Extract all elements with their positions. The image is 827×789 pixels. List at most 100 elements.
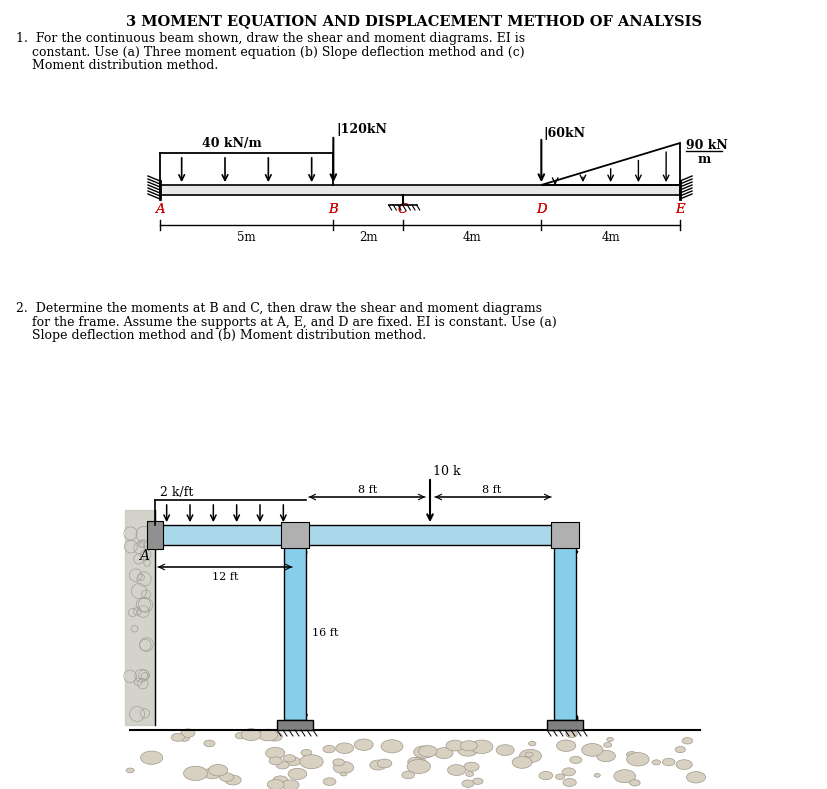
Bar	[547, 720, 582, 730]
Bar	[284, 525, 576, 545]
Text: B: B	[297, 550, 307, 564]
Bar	[280, 522, 308, 548]
Text: 5m: 5m	[237, 231, 256, 244]
Ellipse shape	[414, 746, 433, 758]
Text: E: E	[674, 203, 684, 216]
Ellipse shape	[613, 770, 635, 783]
Ellipse shape	[519, 750, 541, 763]
Ellipse shape	[460, 741, 476, 751]
Ellipse shape	[283, 755, 295, 762]
Text: 4m: 4m	[462, 231, 480, 244]
Ellipse shape	[472, 778, 482, 784]
Ellipse shape	[299, 755, 323, 768]
Text: C: C	[397, 203, 407, 216]
Ellipse shape	[323, 746, 335, 753]
Ellipse shape	[418, 746, 437, 757]
Ellipse shape	[332, 759, 344, 766]
Ellipse shape	[179, 735, 189, 742]
Ellipse shape	[528, 742, 535, 746]
Ellipse shape	[407, 757, 423, 767]
Ellipse shape	[562, 779, 576, 787]
Text: 90 kN: 90 kN	[686, 139, 727, 152]
Text: 8 ft: 8 ft	[358, 485, 377, 495]
Ellipse shape	[681, 738, 692, 744]
Ellipse shape	[203, 740, 215, 746]
Ellipse shape	[434, 748, 452, 758]
Ellipse shape	[447, 765, 465, 776]
Ellipse shape	[512, 757, 531, 768]
Ellipse shape	[288, 768, 306, 780]
Bar	[160, 185, 679, 195]
Text: D: D	[535, 203, 546, 216]
Ellipse shape	[626, 752, 636, 757]
Ellipse shape	[269, 757, 282, 765]
Bar	[277, 720, 313, 730]
Text: B: B	[328, 203, 337, 216]
Ellipse shape	[184, 766, 208, 780]
Text: constant. Use (a) Three moment equation (b) Slope deflection method and (c): constant. Use (a) Three moment equation …	[16, 46, 524, 58]
Ellipse shape	[171, 733, 184, 742]
Text: D: D	[566, 714, 577, 728]
Ellipse shape	[603, 742, 611, 747]
Ellipse shape	[380, 740, 403, 753]
Ellipse shape	[446, 740, 463, 751]
Ellipse shape	[401, 771, 414, 779]
Text: 40 kN/m: 40 kN/m	[202, 137, 261, 150]
Ellipse shape	[273, 776, 288, 785]
Text: 2m: 2m	[358, 231, 377, 244]
Text: C: C	[566, 550, 577, 564]
Text: |60kN: |60kN	[543, 127, 585, 140]
Ellipse shape	[410, 757, 426, 767]
Ellipse shape	[686, 772, 705, 783]
Text: 2.  Determine the moments at B and C, then draw the shear and moment diagrams: 2. Determine the moments at B and C, the…	[16, 302, 542, 315]
Ellipse shape	[565, 731, 576, 738]
Ellipse shape	[377, 759, 391, 768]
Ellipse shape	[276, 761, 289, 769]
Ellipse shape	[265, 747, 284, 759]
Text: 2 k/ft: 2 k/ft	[160, 486, 194, 499]
Bar	[155, 525, 294, 545]
Ellipse shape	[126, 768, 134, 773]
Ellipse shape	[470, 740, 492, 753]
Ellipse shape	[461, 780, 474, 787]
Ellipse shape	[235, 732, 246, 739]
Ellipse shape	[465, 772, 473, 776]
Ellipse shape	[652, 760, 660, 765]
Ellipse shape	[457, 744, 477, 756]
Ellipse shape	[370, 760, 386, 770]
Bar	[147, 521, 163, 549]
Text: 10 k: 10 k	[433, 465, 460, 478]
Text: |120kN: |120kN	[336, 123, 387, 136]
Text: B: B	[328, 203, 337, 216]
Ellipse shape	[675, 760, 691, 769]
Text: 12 ft: 12 ft	[212, 572, 238, 582]
Ellipse shape	[595, 750, 614, 761]
Ellipse shape	[241, 729, 261, 741]
Bar	[284, 545, 306, 720]
Ellipse shape	[606, 738, 613, 742]
Ellipse shape	[556, 740, 575, 751]
Ellipse shape	[555, 774, 564, 780]
Ellipse shape	[538, 772, 552, 780]
Ellipse shape	[462, 780, 471, 786]
Ellipse shape	[225, 776, 241, 785]
Ellipse shape	[300, 750, 312, 756]
Text: 16 ft: 16 ft	[312, 627, 338, 638]
Text: 4m: 4m	[600, 231, 619, 244]
Bar	[553, 545, 576, 720]
Text: Slope deflection method and (b) Moment distribution method.: Slope deflection method and (b) Moment d…	[16, 329, 426, 342]
Text: D: D	[535, 203, 546, 216]
Ellipse shape	[267, 780, 284, 789]
Text: A: A	[155, 203, 165, 216]
Text: 8 ft: 8 ft	[482, 485, 501, 495]
Ellipse shape	[626, 753, 648, 766]
Ellipse shape	[463, 762, 479, 772]
Ellipse shape	[581, 743, 602, 757]
Ellipse shape	[208, 765, 227, 776]
Text: E: E	[674, 203, 684, 216]
Ellipse shape	[332, 761, 353, 774]
Ellipse shape	[141, 751, 162, 765]
Text: A: A	[139, 549, 149, 563]
Text: m: m	[697, 153, 710, 166]
Text: A: A	[155, 203, 165, 216]
